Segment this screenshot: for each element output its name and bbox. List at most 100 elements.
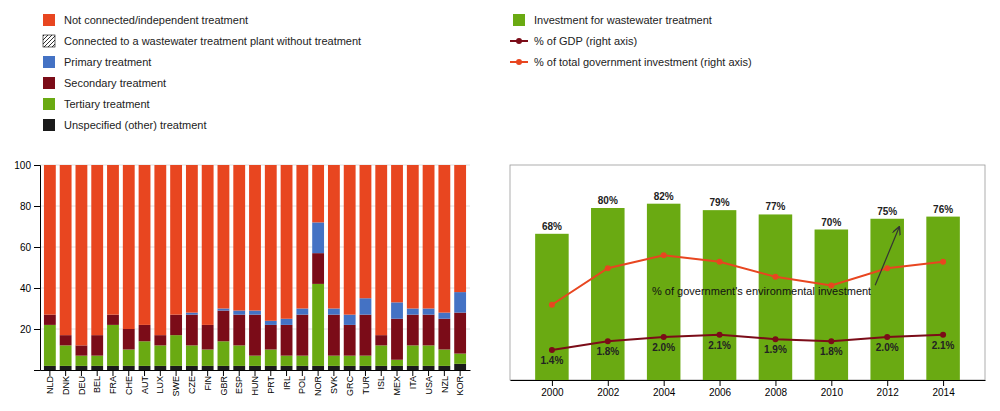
bar-segment	[454, 165, 466, 292]
bar-segment	[139, 341, 151, 366]
tick-label: SVK	[329, 376, 339, 394]
bar-segment	[123, 350, 135, 366]
bar-segment	[186, 165, 198, 313]
tick: GRC	[345, 370, 355, 396]
bar-segment	[123, 329, 135, 350]
bar-segment	[249, 165, 261, 311]
bar-segment	[375, 345, 387, 366]
tick-label: POL	[297, 376, 307, 394]
data-label: 2.0%	[652, 342, 675, 353]
tick-label: ESP	[234, 376, 244, 394]
bar-segment	[328, 315, 340, 356]
legend-swatch	[43, 119, 55, 131]
axis: 20406080100	[14, 160, 40, 371]
bar-segment	[233, 165, 245, 311]
tick-label: BEL	[92, 376, 102, 393]
tick-label: AUT	[140, 375, 150, 394]
bar-segment	[233, 366, 245, 370]
tick: 2010	[821, 380, 844, 398]
legend-swatch	[43, 14, 55, 26]
marker	[661, 252, 667, 258]
legend-swatch	[43, 35, 55, 47]
bar-segment	[281, 165, 293, 319]
tick: NLD	[45, 370, 55, 394]
bar-segment	[76, 165, 88, 345]
bar-segment	[249, 366, 261, 370]
tick: DEU	[77, 370, 87, 395]
bar-segment	[202, 325, 214, 350]
tick-mark	[397, 370, 398, 376]
tick-label: 2012	[877, 387, 900, 398]
tick-mark	[255, 370, 256, 376]
bar-segment	[281, 366, 293, 370]
data-labels: 68%80%82%79%77%70%75%76%1.4%1.8%2.0%2.1%…	[541, 191, 955, 366]
bar-segment	[265, 350, 277, 366]
tick: 60	[20, 242, 40, 253]
tick-mark	[49, 370, 50, 376]
tick-label: 2000	[541, 387, 564, 398]
tick-mark	[176, 370, 177, 376]
tick: DNK	[61, 370, 71, 395]
legend-item: Tertiary treatment	[43, 98, 150, 110]
bar-segment	[154, 335, 166, 345]
data-label: 80%	[598, 195, 618, 206]
bar-segment	[391, 366, 403, 370]
tick: NZL	[440, 370, 450, 393]
bar-segment	[312, 165, 324, 222]
tick-mark	[831, 380, 832, 386]
tick: SWE	[171, 370, 181, 397]
legend-label: Investment for wastewater treatment	[534, 14, 712, 26]
tick: 80	[20, 201, 40, 212]
legend-item: Not connected/independent treatment	[43, 14, 248, 26]
tick-label: DNK	[61, 376, 71, 395]
bar-segment	[265, 321, 277, 325]
marker	[884, 334, 890, 340]
legend-swatch-marker	[516, 59, 522, 65]
legend-item: % of GDP (right axis)	[510, 35, 637, 47]
tick-mark	[412, 370, 413, 376]
plot-frame	[510, 165, 985, 380]
tick: SVK	[329, 370, 339, 394]
bar-segment	[391, 302, 403, 318]
tick: ITA	[408, 370, 418, 389]
bar-segment	[154, 366, 166, 370]
bar-segment	[375, 335, 387, 345]
figure: Not connected/independent treatmentConne…	[0, 0, 1000, 411]
tick-mark	[223, 370, 224, 376]
bar-segment	[438, 366, 450, 370]
bar-segment	[186, 345, 198, 366]
tick-mark	[34, 288, 40, 289]
bar-segment	[438, 165, 450, 313]
bar-segment	[233, 345, 245, 366]
bar-segment	[423, 165, 435, 309]
bar-segment	[60, 335, 72, 345]
tick-mark	[608, 380, 609, 386]
tick-label: CZE	[187, 376, 197, 394]
tick-mark	[34, 165, 40, 166]
annotation-arrow	[875, 227, 899, 285]
marker	[772, 274, 778, 280]
tick: 2004	[653, 380, 676, 398]
bar-segment	[454, 364, 466, 370]
bar-segment	[44, 325, 56, 366]
bar-segment	[265, 325, 277, 350]
legend-swatch	[43, 98, 55, 110]
marker	[605, 338, 611, 344]
bar-segment	[454, 313, 466, 354]
bar-segment	[407, 165, 419, 309]
axis: 20002002200420062008201020122014	[511, 380, 986, 398]
bar-segment	[423, 309, 435, 315]
bar-segment	[328, 165, 340, 309]
axis-line	[511, 380, 986, 381]
tick-label: LUX	[155, 376, 165, 394]
bar-segment	[107, 325, 119, 366]
marker	[884, 265, 890, 271]
tick-label: ITA	[408, 376, 418, 389]
tick-label: ISL	[376, 376, 386, 390]
bar-segment	[360, 315, 372, 356]
marker	[661, 334, 667, 340]
tick-label: DEU	[77, 376, 87, 395]
bar-segment	[44, 366, 56, 370]
tick-mark	[943, 380, 944, 386]
bar-segment	[107, 366, 119, 370]
